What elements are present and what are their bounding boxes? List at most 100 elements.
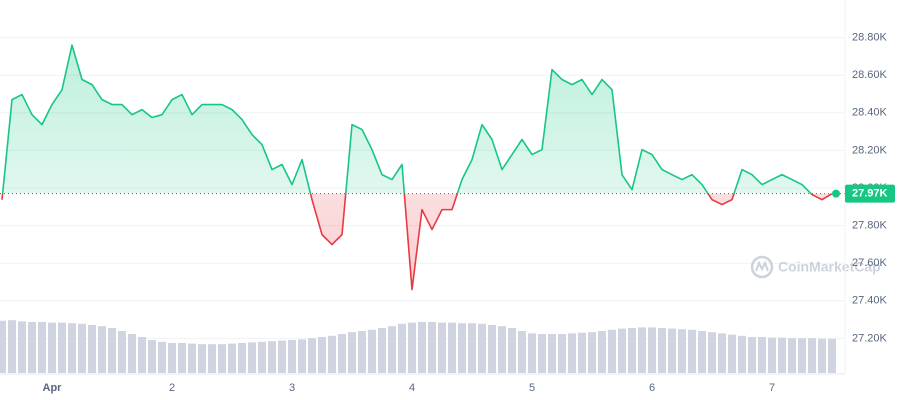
volume-bar [508, 328, 516, 373]
volume-bar [478, 323, 486, 373]
volume [0, 320, 836, 373]
volume-bar [578, 332, 586, 373]
volume-bar [8, 320, 16, 373]
volume-bar [258, 341, 266, 373]
volume-bar [138, 337, 146, 373]
volume-bar [788, 338, 796, 373]
volume-bar [428, 322, 436, 373]
watermark-text: CoinMarketCap [778, 259, 881, 275]
volume-bar [758, 337, 766, 373]
volume-bar [738, 335, 746, 373]
area-above [2, 45, 812, 194]
volume-bar [78, 323, 86, 373]
x-tick-label: 3 [289, 382, 295, 394]
volume-bar [38, 322, 46, 373]
volume-bar [798, 338, 806, 373]
current-price-dot [832, 189, 840, 198]
volume-bar [718, 333, 726, 373]
volume-bar [748, 337, 756, 373]
y-tick-label: 28.20K [852, 144, 888, 156]
volume-bar [178, 343, 186, 373]
watermark-logo-mark [755, 260, 769, 272]
current-price-label: 27.97K [852, 188, 888, 200]
volume-bar [368, 329, 376, 373]
volume-bar [488, 325, 496, 373]
volume-bar [558, 334, 566, 373]
volume-bar [268, 341, 276, 373]
volume-bar [398, 323, 406, 373]
volume-bar [58, 322, 66, 373]
price [0, 44, 845, 291]
volume-bar [318, 337, 326, 373]
y-tick-label: 28.60K [852, 69, 888, 81]
volume-bar [588, 332, 596, 373]
volume-bar [128, 334, 136, 373]
volume-bar [248, 342, 256, 373]
volume-bar [28, 322, 36, 373]
x-tick-label: 4 [409, 382, 415, 394]
volume-bar [598, 331, 606, 373]
volume-bar [668, 328, 676, 373]
volume-bar [378, 328, 386, 373]
volume-bar [278, 340, 286, 373]
x-tick-label: 5 [529, 382, 535, 394]
x-tick-label: 7 [769, 382, 775, 394]
axes: 27.20K27.40K27.60K27.80K28.00K28.20K28.4… [43, 32, 895, 394]
volume-bar [98, 326, 106, 373]
volume-bar [688, 329, 696, 373]
volume-bar [208, 344, 216, 373]
volume-bar [698, 331, 706, 373]
volume-bar [568, 333, 576, 373]
volume-bar [68, 323, 76, 373]
volume-bar [118, 331, 126, 373]
volume-bar [518, 331, 526, 373]
volume-bar [228, 343, 236, 373]
volume-bar [328, 335, 336, 373]
volume-bar [288, 340, 296, 373]
volume-bar [828, 338, 836, 373]
x-tick-label: Apr [43, 382, 63, 394]
x-tick-label: 2 [169, 382, 175, 394]
volume-bar [338, 334, 346, 373]
volume-bar [0, 320, 6, 373]
volume-bar [348, 332, 356, 373]
volume-bar [778, 337, 786, 373]
volume-bar [218, 344, 226, 373]
volume-bar [608, 329, 616, 373]
volume-bar [358, 331, 366, 373]
volume-bar [678, 329, 686, 373]
volume-bar [238, 343, 246, 373]
volume-bar [458, 323, 466, 373]
volume-bar [658, 328, 666, 373]
volume-bar [498, 326, 506, 373]
volume-bar [708, 332, 716, 373]
y-tick-label: 27.80K [852, 220, 888, 232]
x-tick-label: 6 [649, 382, 655, 394]
volume-bar [308, 338, 316, 373]
volume-bar [198, 344, 206, 373]
volume-bar [818, 338, 826, 373]
y-tick-label: 28.80K [852, 32, 888, 44]
volume-bar [48, 322, 56, 373]
volume-bar [448, 322, 456, 373]
volume-bar [618, 328, 626, 373]
current-price-box [845, 184, 895, 203]
volume-bar [808, 338, 816, 373]
volume-bar [298, 339, 306, 373]
volume-bar [468, 323, 476, 373]
area-below [2, 193, 832, 290]
volume-bar [438, 322, 446, 373]
y-tick-label: 27.40K [852, 295, 888, 307]
watermark: CoinMarketCap [750, 255, 881, 279]
y-tick-label: 27.60K [852, 257, 888, 269]
volume-bar [538, 334, 546, 373]
volume-bar [158, 341, 166, 373]
y-tick-label: 28.40K [852, 107, 888, 119]
volume-bar [148, 340, 156, 373]
volume-bar [108, 328, 116, 373]
price-line-below [1, 193, 833, 291]
volume-bar [418, 322, 426, 373]
volume-bar [528, 333, 536, 373]
